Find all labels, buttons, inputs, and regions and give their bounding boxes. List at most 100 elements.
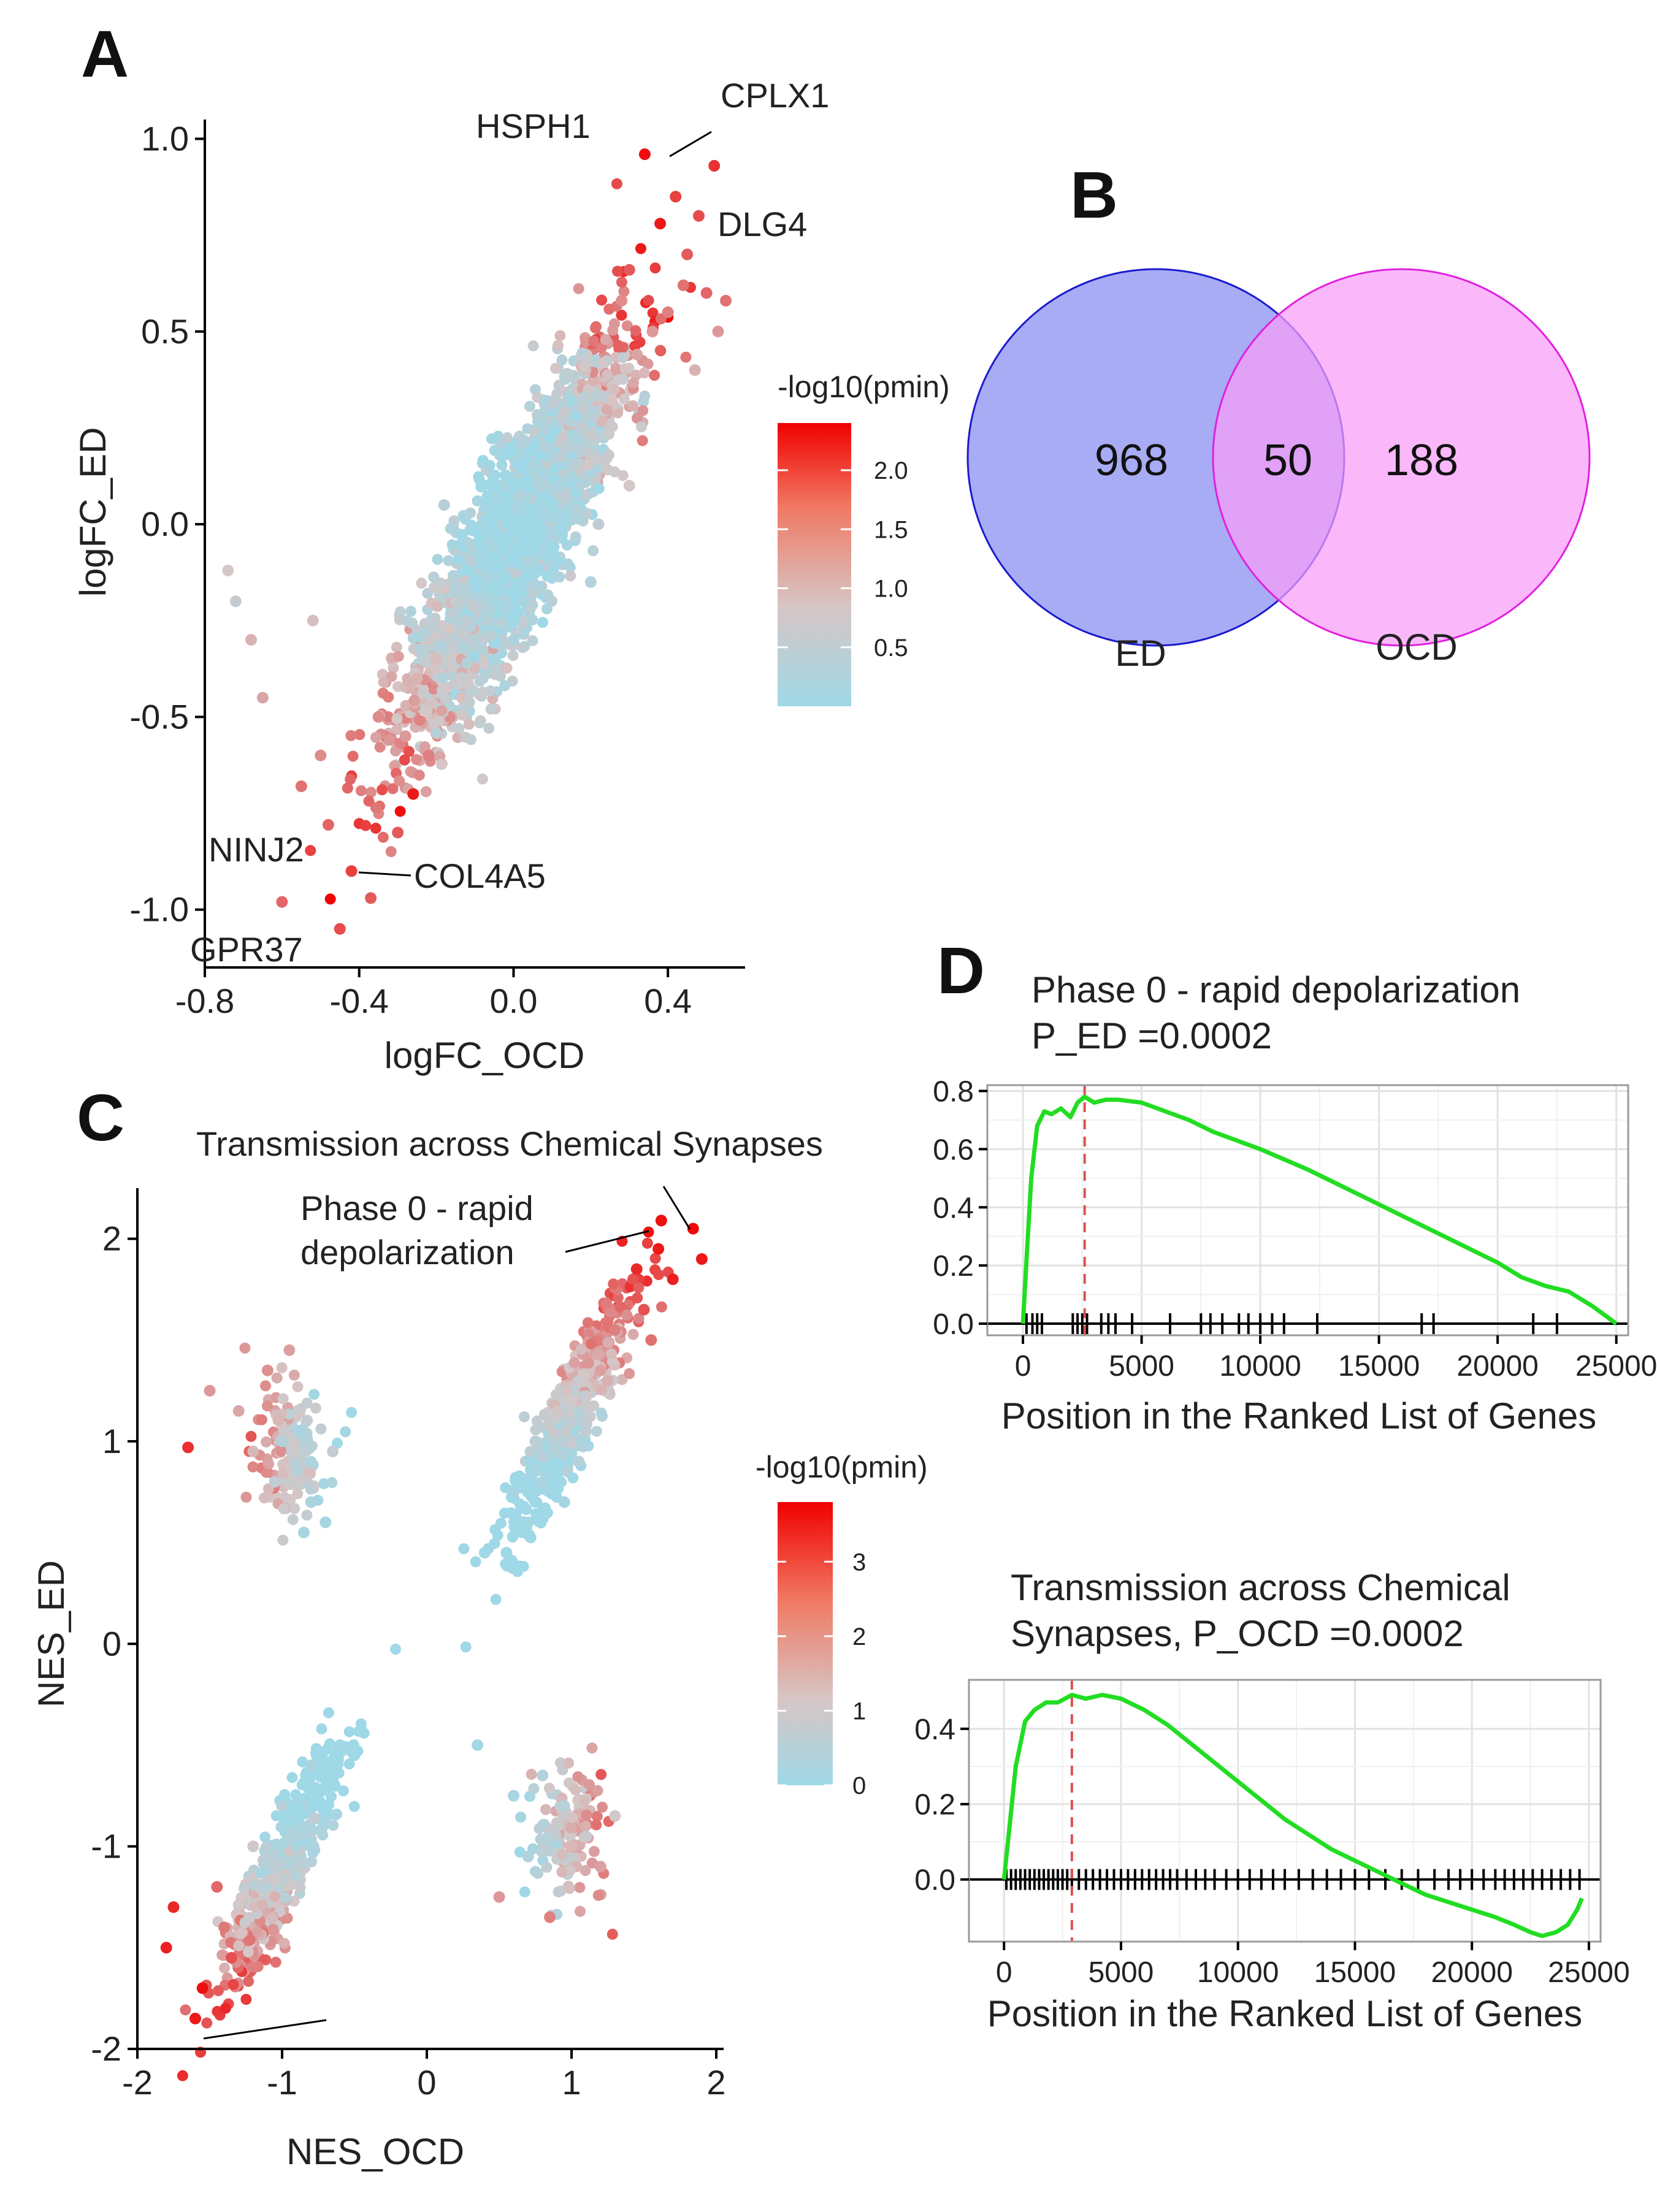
a-gene-point: [413, 769, 425, 781]
a-gene-point: [459, 514, 471, 525]
a-gene-point: [355, 785, 367, 796]
d2-grid: [969, 1680, 1601, 1942]
a-gene-point: [523, 570, 535, 582]
panel-c-scatter: -2 -1 0 1 2 2 1 0 -1 -2 NES_OCD NES_ED Transmiss…: [31, 1124, 928, 2172]
c-pathway-point: [260, 1842, 272, 1853]
d2-x-axis-title: Position in the Ranked List of Genes: [987, 1993, 1583, 2034]
a-gene-point: [489, 669, 500, 681]
a-gene-point: [495, 617, 507, 628]
a-gene-point: [527, 614, 538, 626]
c-pathway-point: [490, 1593, 502, 1605]
c-pathway-point: [287, 1514, 299, 1525]
c-highlight-point: [327, 1445, 339, 1457]
c-highlight-point: [565, 1395, 578, 1407]
c-ytick-label: 0: [102, 1624, 121, 1663]
a-highlight-point: [229, 595, 242, 608]
a-gene-point: [549, 362, 561, 374]
a-gene-point: [527, 635, 538, 647]
c-pathway-point: [460, 1641, 472, 1653]
a-gene-point: [498, 448, 510, 459]
c-pathway-point: [641, 1237, 653, 1249]
a-gene-point: [521, 515, 532, 527]
a-gene-point: [419, 618, 431, 630]
c-highlight-point: [276, 1435, 288, 1447]
a-highlight-point: [592, 518, 605, 530]
a-gene-point: [347, 750, 359, 762]
c-pathway-point: [319, 1815, 331, 1827]
a-gene-point: [324, 893, 336, 905]
c-highlight-point: [320, 1516, 332, 1528]
a-gene-point: [440, 683, 451, 695]
c-highlight-point: [609, 1324, 621, 1336]
a-gene-point: [588, 335, 600, 347]
c-highlight-point: [667, 1273, 679, 1286]
a-gene-point: [594, 391, 606, 402]
a-highlight-point: [392, 826, 404, 839]
c-highlight-point: [630, 1263, 643, 1275]
a-gene-point: [354, 729, 365, 741]
c-pathway-point: [595, 1407, 607, 1419]
a-highlight-point: [515, 499, 527, 511]
c-pathway-point: [327, 1769, 339, 1780]
a-legend-tick-label: 2.0: [874, 457, 908, 484]
c-highlight-point: [305, 1496, 317, 1508]
a-gene-point: [432, 554, 443, 565]
a-highlight-point: [488, 538, 500, 549]
a-gene-point: [576, 347, 588, 359]
a-gene-point: [556, 354, 568, 366]
c-highlight-point: [269, 1476, 281, 1488]
c-highlight-point: [160, 1942, 172, 1954]
c-highlight-point: [478, 1547, 491, 1559]
a-gene-point: [494, 438, 506, 450]
c-pathway-point: [556, 1866, 568, 1878]
a-legend-tick-label: 1.5: [874, 516, 908, 543]
a-gene-point: [370, 802, 381, 814]
a-gene-point: [370, 822, 381, 834]
c-pathway-point: [228, 1978, 239, 1990]
a-gene-point: [554, 330, 566, 341]
c-label-phase0-line2: depolarization: [300, 1233, 515, 1272]
c-pathway-point: [627, 1329, 639, 1340]
c-pathway-point: [308, 1389, 320, 1400]
d2-x-ticks: 0 5000 10000 15000 20000 25000: [996, 1942, 1630, 1989]
a-gene-point: [456, 709, 468, 721]
c-highlight-point: [508, 1790, 520, 1802]
a-gene-point: [481, 668, 492, 680]
c-highlight-point: [655, 1215, 667, 1227]
c-pathway-point: [315, 1423, 327, 1435]
c-pathway-point: [583, 1329, 595, 1340]
c-pathway-point: [316, 1723, 327, 1734]
a-highlight-point: [307, 614, 319, 627]
c-pathway-point: [518, 1561, 529, 1573]
a-gene-point: [484, 460, 496, 471]
c-highlight-point: [551, 1820, 563, 1833]
a-gene-point: [619, 363, 631, 375]
a-gene-point: [638, 367, 650, 379]
c-pathway-point: [340, 1426, 351, 1438]
a-gene-point: [399, 754, 410, 766]
c-highlight-point: [529, 1435, 541, 1447]
d1-panel-border: [986, 1084, 1629, 1337]
a-gene-point: [386, 671, 397, 682]
c-pathway-point: [515, 1811, 527, 1823]
d2-y-ticks: 0.4 0.2 0.0: [914, 1714, 969, 1897]
d2-xtick-label: 15000: [1314, 1956, 1396, 1989]
d2-xtick-label: 20000: [1431, 1956, 1512, 1989]
a-highlight-point: [431, 653, 443, 665]
a-gene-point: [602, 464, 614, 476]
a-highlight-point: [565, 460, 578, 473]
a-gene-point: [618, 394, 630, 405]
a-gene-point: [489, 470, 501, 481]
a-highlight-point: [708, 159, 721, 172]
c-pathway-point: [563, 1757, 575, 1769]
c-highlight-point: [695, 1253, 708, 1265]
c-highlight-point: [232, 1405, 245, 1417]
c-pathway-point: [288, 1863, 299, 1875]
a-label-gpr37: GPR37: [190, 930, 303, 969]
c-x-axis-title: NES_OCD: [286, 2131, 464, 2172]
c-pathway-point: [269, 1859, 281, 1871]
a-gene-point: [517, 459, 529, 471]
d2-title: Transmission across Chemical: [1011, 1567, 1510, 1608]
c-pathway-point: [306, 1799, 318, 1811]
c-pathway-point: [537, 1819, 549, 1831]
